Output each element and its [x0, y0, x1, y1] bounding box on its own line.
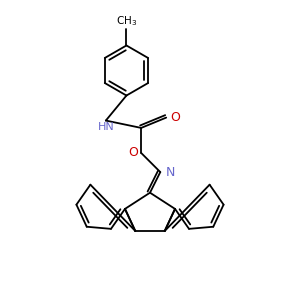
Text: HN: HN: [98, 122, 114, 132]
Text: O: O: [171, 111, 181, 124]
Text: O: O: [128, 146, 138, 159]
Text: CH$_3$: CH$_3$: [116, 15, 137, 28]
Text: N: N: [166, 166, 175, 178]
